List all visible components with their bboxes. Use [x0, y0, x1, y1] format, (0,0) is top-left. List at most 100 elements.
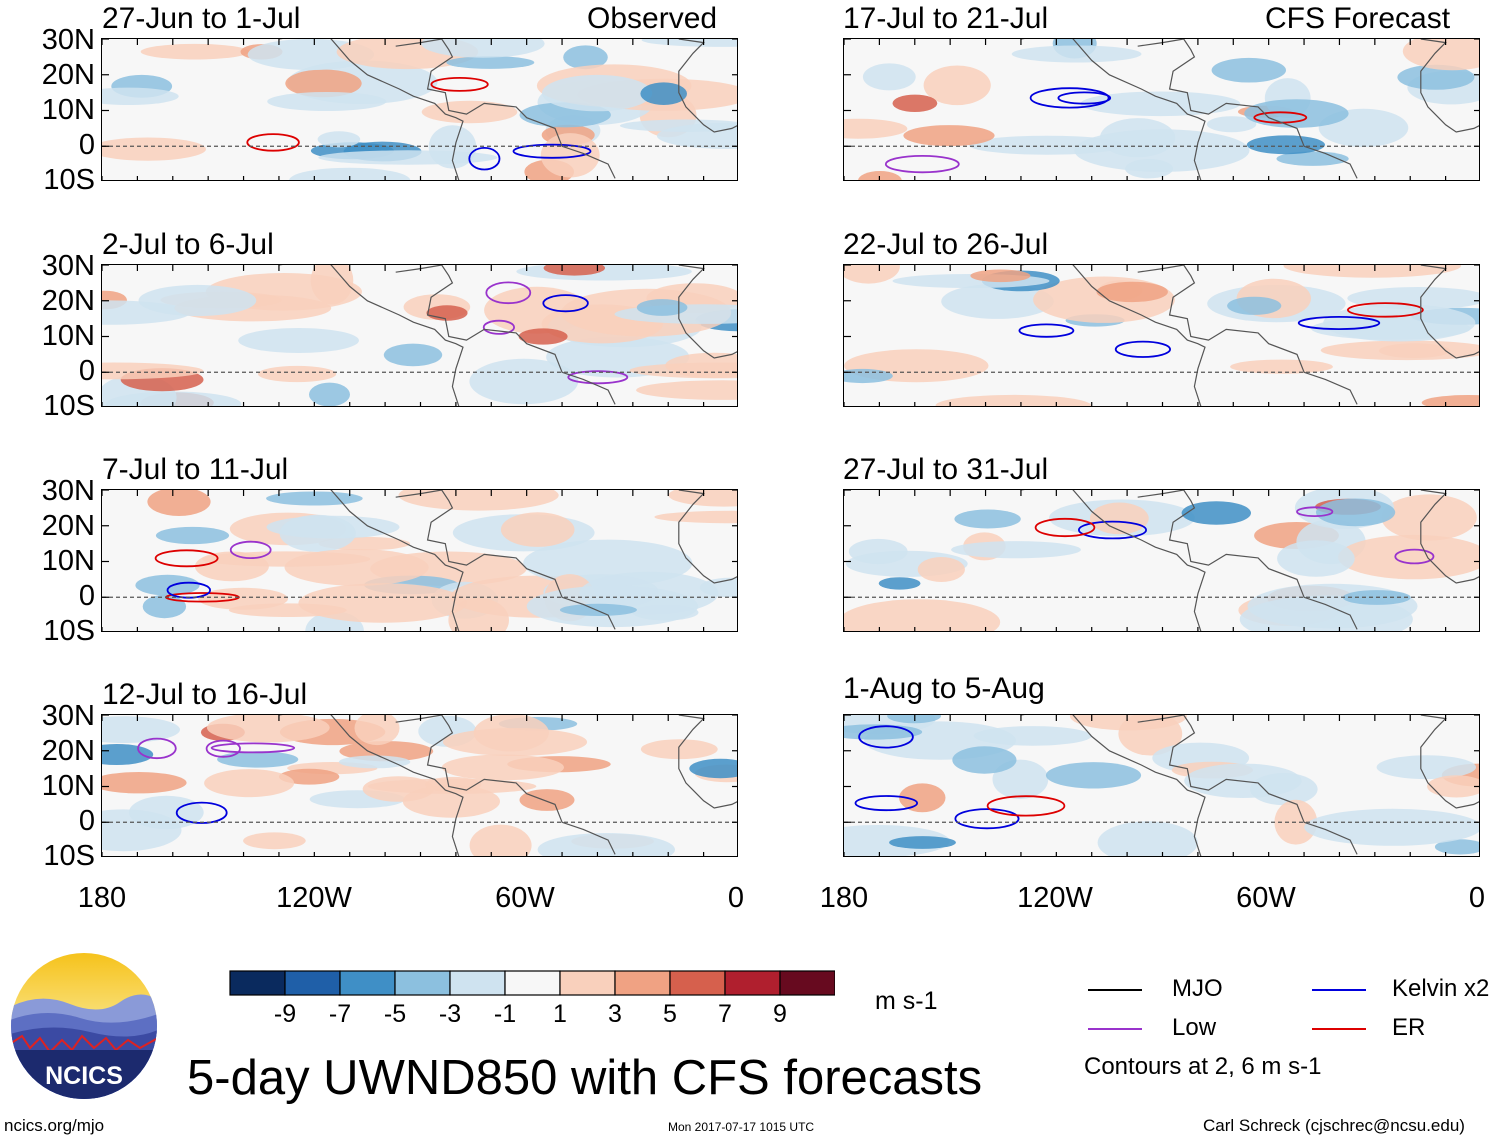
colorbar-tick-label: 7 [718, 1000, 732, 1028]
x-tick-label: 0 [727, 882, 745, 914]
y-tick-label: 10S [43, 615, 95, 647]
westerly-anomaly [140, 43, 250, 60]
easterly-anomaly [889, 836, 956, 849]
anomaly-field [102, 715, 737, 856]
coastline [278, 265, 464, 406]
westerly-anomaly [899, 783, 946, 813]
y-tick-label: 20N [41, 510, 95, 542]
coastline [1020, 39, 1206, 180]
colorbar-box [229, 970, 286, 996]
colorbar-box [284, 970, 341, 996]
footer-credit: Carl Schreck (cjschrec@ncsu.edu) [1203, 1116, 1465, 1135]
map-panel [843, 264, 1480, 407]
coastline [1137, 715, 1358, 855]
wave-contour [485, 281, 532, 305]
easterly-anomaly [887, 715, 941, 724]
chart-title: 5-day UWND850 with CFS forecasts [187, 1051, 983, 1105]
x-tick-label: 120W [1017, 882, 1093, 914]
colorbar-tick-label: -5 [383, 1000, 407, 1028]
panel-title: 22-Jul to 26-Jul [843, 228, 1049, 261]
legend-label-mjo: MJO [1172, 975, 1223, 1002]
westerly-anomaly [935, 394, 1092, 406]
wave-contour [567, 370, 629, 385]
x-tick-label: 0 [1468, 882, 1486, 914]
anomaly-field [844, 265, 1479, 406]
coastline [1020, 265, 1206, 406]
wave-contour [205, 739, 241, 758]
wave-contour [175, 801, 228, 824]
panel-title: 2-Jul to 6-Jul [102, 228, 274, 261]
x-tick-label: 180 [77, 882, 127, 914]
ncics-logo[interactable]: NCICS [10, 952, 158, 1100]
easterly-anomaly [1227, 296, 1282, 315]
y-tick-label: 10N [41, 545, 95, 577]
easterly-anomaly [317, 131, 361, 148]
westerly-anomaly [1338, 534, 1479, 580]
westerly-anomaly [636, 380, 737, 400]
legend-line-low [1088, 1028, 1142, 1030]
easterly-anomaly [559, 603, 637, 616]
easterly-anomaly [289, 167, 411, 180]
westerly-anomaly [1230, 359, 1333, 374]
westerly-anomaly [970, 269, 1031, 283]
y-tick-label: 0 [78, 580, 95, 612]
easterly-anomaly [267, 92, 387, 111]
y-tick-label: 10S [43, 390, 95, 422]
westerly-anomaly [519, 789, 575, 811]
easterly-anomaly [279, 514, 356, 552]
wave-contour [1347, 302, 1424, 318]
westerly-anomaly [473, 715, 549, 752]
x-tick-label: 180 [819, 882, 869, 914]
easterly-anomaly [1045, 762, 1142, 789]
easterly-anomaly [1181, 501, 1251, 525]
coastline [678, 490, 737, 584]
colorbar-box [394, 970, 451, 996]
coastline [678, 715, 737, 809]
westerly-anomaly [243, 832, 306, 850]
westerly-anomaly [469, 824, 532, 856]
wave-contour [246, 133, 300, 152]
colorbar-tick-label: 5 [663, 1000, 677, 1028]
westerly-anomaly [398, 490, 559, 511]
coastline [1420, 490, 1479, 584]
easterly-anomaly [106, 391, 242, 406]
westerly-anomaly [844, 265, 900, 284]
wave-contour [1296, 506, 1334, 518]
colorbar-tick-label: -7 [328, 1000, 352, 1028]
anomaly-field [102, 39, 737, 180]
y-tick-label: 0 [78, 355, 95, 387]
easterly-anomaly [1011, 45, 1142, 63]
colorbar-box [559, 970, 616, 996]
easterly-anomaly [102, 87, 179, 105]
westerly-anomaly [858, 171, 902, 180]
westerly-anomaly [654, 510, 737, 524]
y-tick-label: 10S [43, 164, 95, 196]
westerly-anomaly [102, 772, 187, 794]
westerly-anomaly [1096, 281, 1168, 303]
easterly-anomaly [640, 82, 687, 105]
easterly-anomaly [1211, 57, 1286, 83]
colorbar-box [669, 970, 726, 996]
easterly-anomaly [689, 758, 737, 779]
easterly-anomaly [1434, 839, 1479, 855]
anomaly-field [844, 490, 1479, 631]
easterly-anomaly [862, 63, 916, 91]
wave-contour [1034, 517, 1096, 538]
westerly-anomaly [258, 365, 337, 383]
y-tick-label: 30N [41, 700, 95, 732]
colorbar-boxes [229, 970, 835, 996]
coastline [1420, 39, 1479, 133]
coastline [1020, 715, 1206, 856]
colorbar-box [614, 970, 671, 996]
easterly-anomaly [1323, 304, 1476, 342]
anomaly-field [844, 715, 1479, 856]
easterly-anomaly [1277, 540, 1355, 577]
easterly-anomaly [1316, 498, 1396, 527]
wave-contour [1297, 316, 1381, 331]
footer-url[interactable]: ncics.org/mjo [4, 1116, 105, 1135]
colorbar-box [724, 970, 781, 996]
easterly-anomaly [338, 755, 411, 769]
coastline [1137, 265, 1358, 405]
y-tick-label: 30N [41, 250, 95, 282]
westerly-anomaly [1118, 715, 1183, 756]
